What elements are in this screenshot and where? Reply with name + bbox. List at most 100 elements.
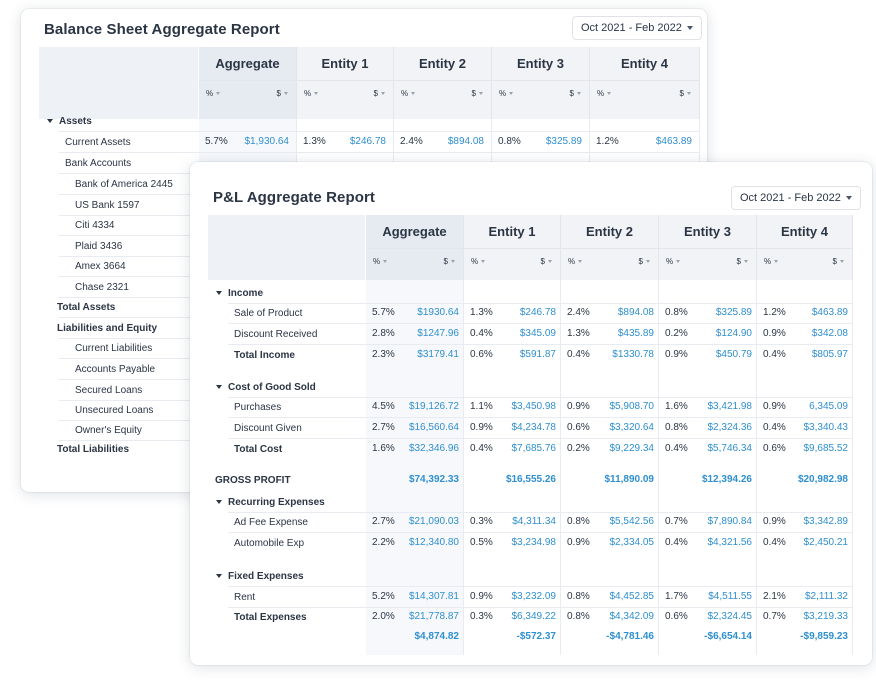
dollar-sort-toggle[interactable]: $	[833, 257, 844, 266]
column-header-entity-2[interactable]: Entity 2% $	[561, 215, 659, 280]
dollar-value[interactable]: $345.09	[519, 328, 556, 339]
dollar-value[interactable]: $325.89	[715, 307, 752, 318]
total-value[interactable]: $20,982.98	[797, 474, 848, 485]
total-value[interactable]: $74,392.33	[408, 474, 459, 485]
dollar-value[interactable]: $2,324.36	[707, 422, 753, 433]
dollar-value[interactable]: $5,542.56	[609, 516, 655, 527]
dollar-value[interactable]: $19,126.72	[408, 401, 459, 412]
dollar-sort-toggle[interactable]: $	[541, 257, 552, 266]
collapse-caret-icon[interactable]	[216, 500, 222, 504]
total-value[interactable]: -$4,781.46	[606, 631, 654, 642]
dollar-value[interactable]: $4,321.56	[707, 537, 753, 548]
percent-sort-toggle[interactable]: %	[568, 257, 583, 266]
dollar-value[interactable]: $1930.64	[417, 307, 459, 318]
percent-sort-toggle[interactable]: %	[373, 257, 388, 266]
dollar-value[interactable]: $3179.41	[417, 349, 459, 360]
column-header-entity-4[interactable]: Entity 4% $	[757, 215, 853, 280]
dollar-value[interactable]: $6,349.22	[511, 611, 557, 622]
dollar-value[interactable]: $3,421.98	[707, 401, 753, 412]
column-header-aggregate[interactable]: Aggregate% $	[199, 47, 297, 119]
total-value[interactable]: $16,555.26	[505, 474, 556, 485]
dollar-sort-toggle[interactable]: $	[374, 89, 385, 98]
dollar-value[interactable]: $246.78	[349, 136, 386, 147]
collapse-caret-icon[interactable]	[216, 291, 222, 295]
column-header-entity-2[interactable]: Entity 2% $	[394, 47, 492, 119]
dollar-value[interactable]: $21,778.87	[408, 611, 459, 622]
row-label-0[interactable]: Assets	[47, 111, 92, 131]
dollar-sort-toggle[interactable]: $	[472, 89, 483, 98]
dollar-value[interactable]: $1330.78	[612, 349, 654, 360]
dollar-value[interactable]: $246.78	[519, 307, 556, 318]
dollar-value[interactable]: $4,342.09	[609, 611, 655, 622]
dollar-value[interactable]: $805.97	[811, 349, 848, 360]
dollar-value[interactable]: $16,560.64	[408, 422, 459, 433]
dollar-value[interactable]: $2,450.21	[803, 537, 849, 548]
dollar-value[interactable]: $9,229.34	[609, 443, 655, 454]
dollar-value[interactable]: $435.89	[617, 328, 654, 339]
collapse-caret-icon[interactable]	[47, 119, 53, 123]
percent-sort-toggle[interactable]: %	[666, 257, 681, 266]
column-header-aggregate[interactable]: Aggregate% $	[366, 215, 464, 280]
balance-sheet-date-range-dropdown[interactable]: Oct 2021 - Feb 2022	[572, 16, 702, 40]
dollar-value[interactable]: $7,890.84	[707, 516, 753, 527]
dollar-value[interactable]: $2,111.32	[804, 591, 848, 602]
percent-sort-toggle[interactable]: %	[304, 89, 319, 98]
dollar-value[interactable]: $4,452.85	[609, 591, 655, 602]
row-label-12[interactable]: Fixed Expenses	[216, 566, 304, 586]
column-header-entity-4[interactable]: Entity 4% $	[590, 47, 700, 119]
column-header-entity-3[interactable]: Entity 3% $	[659, 215, 757, 280]
dollar-sort-toggle[interactable]: $	[444, 257, 455, 266]
dollar-value[interactable]: $3,450.98	[511, 401, 557, 412]
dollar-value[interactable]: $12,340.80	[408, 537, 459, 548]
dollar-value[interactable]: $463.89	[655, 136, 692, 147]
dollar-value[interactable]: $894.08	[617, 307, 654, 318]
dollar-value[interactable]: $32,346.96	[408, 443, 459, 454]
total-value[interactable]: -$572.37	[516, 631, 556, 642]
dollar-value[interactable]: $3,219.33	[803, 611, 849, 622]
dollar-sort-toggle[interactable]: $	[277, 89, 288, 98]
column-header-entity-1[interactable]: Entity 1% $	[297, 47, 394, 119]
pl-date-range-dropdown[interactable]: Oct 2021 - Feb 2022	[731, 186, 861, 210]
dollar-value[interactable]: $124.90	[715, 328, 752, 339]
row-label-4[interactable]: Cost of Good Sold	[216, 377, 316, 397]
dollar-value[interactable]: $5,908.70	[609, 401, 655, 412]
dollar-value[interactable]: $5,746.34	[707, 443, 753, 454]
column-header-entity-1[interactable]: Entity 1% $	[464, 215, 561, 280]
column-header-entity-3[interactable]: Entity 3% $	[492, 47, 590, 119]
dollar-value[interactable]: 6,345.09	[809, 401, 848, 412]
dollar-value[interactable]: $3,342.89	[803, 516, 849, 527]
dollar-value[interactable]: $3,320.64	[609, 422, 655, 433]
dollar-value[interactable]: $2,334.05	[609, 537, 655, 548]
percent-sort-toggle[interactable]: %	[206, 89, 221, 98]
dollar-value[interactable]: $2,324.45	[707, 611, 753, 622]
dollar-value[interactable]: $7,685.76	[511, 443, 557, 454]
total-value[interactable]: $11,890.09	[604, 474, 655, 485]
dollar-value[interactable]: $325.89	[545, 136, 582, 147]
percent-sort-toggle[interactable]: %	[764, 257, 779, 266]
dollar-sort-toggle[interactable]: $	[639, 257, 650, 266]
dollar-value[interactable]: $591.87	[519, 349, 556, 360]
percent-sort-toggle[interactable]: %	[597, 89, 612, 98]
dollar-value[interactable]: $463.89	[811, 307, 848, 318]
dollar-value[interactable]: $342.08	[811, 328, 848, 339]
dollar-value[interactable]: $3,340.43	[803, 422, 849, 433]
total-value[interactable]: -$9,859.23	[800, 631, 848, 642]
percent-sort-toggle[interactable]: %	[499, 89, 514, 98]
dollar-value[interactable]: $450.79	[715, 349, 752, 360]
dollar-value[interactable]: $21,090.03	[408, 516, 459, 527]
dollar-sort-toggle[interactable]: $	[737, 257, 748, 266]
dollar-value[interactable]: $3,234.98	[511, 537, 557, 548]
dollar-value[interactable]: $4,511.55	[708, 591, 752, 602]
percent-sort-toggle[interactable]: %	[401, 89, 416, 98]
dollar-value[interactable]: $1247.96	[417, 328, 459, 339]
percent-sort-toggle[interactable]: %	[471, 257, 486, 266]
row-label-9[interactable]: Recurring Expenses	[216, 492, 325, 512]
dollar-value[interactable]: $14,307.81	[408, 591, 459, 602]
total-value[interactable]: $4,874.82	[414, 631, 460, 642]
dollar-sort-toggle[interactable]: $	[680, 89, 691, 98]
dollar-value[interactable]: $1,930.64	[244, 136, 290, 147]
dollar-value[interactable]: $4,234.78	[511, 422, 557, 433]
total-value[interactable]: $12,394.26	[701, 474, 752, 485]
dollar-value[interactable]: $4,311.34	[512, 516, 556, 527]
collapse-caret-icon[interactable]	[216, 385, 222, 389]
